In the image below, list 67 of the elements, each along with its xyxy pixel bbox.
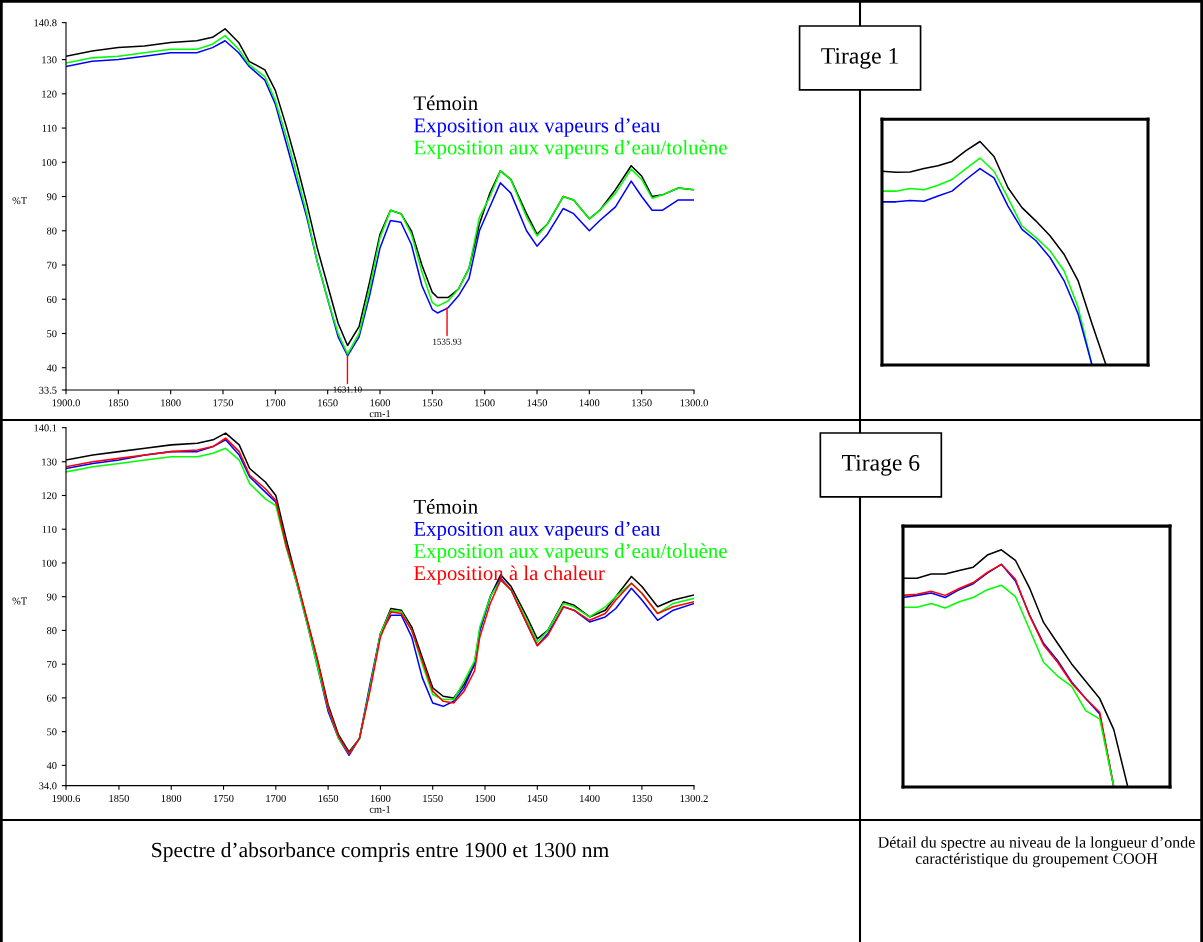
y-axis-title: %T — [12, 197, 27, 205]
y-tick-label: 70 — [47, 660, 57, 668]
y-tick-label: 60 — [47, 295, 57, 303]
y-tick-label: 80 — [46, 627, 57, 635]
y-tick-label: 140.8 — [34, 19, 57, 27]
x-tick-label: 1600 — [370, 794, 391, 802]
x-tick-label: 1350 — [632, 399, 652, 407]
y-tick-label: 100 — [42, 559, 57, 567]
x-tick-label: 1900.6 — [52, 794, 81, 803]
text: Témoin — [413, 95, 478, 111]
x-tick-label: 1700 — [265, 399, 286, 407]
y-tick-label: 33.5 — [39, 386, 57, 394]
annotation: 1631.10 — [333, 386, 362, 393]
x-tick-label: 1450 — [527, 794, 548, 802]
x-tick-label: 1750 — [213, 399, 234, 407]
text: Exposition aux vapeurs d’eau/toluène — [413, 139, 727, 159]
x-tick-label: 1700 — [266, 794, 286, 802]
y-tick-label: 140.1 — [34, 424, 57, 432]
x-tick-label: 1400 — [580, 794, 600, 802]
x-tick-label: 1350 — [632, 794, 652, 802]
x-tick-label: 1450 — [527, 399, 548, 407]
series-label: Exposition à la chaleur — [413, 565, 605, 585]
y-tick-label: 110 — [42, 525, 57, 533]
x-tick-label: 1750 — [214, 794, 234, 802]
y-tick-label: 100 — [42, 158, 57, 167]
x-tick-label: 1300.2 — [680, 794, 708, 803]
x-tick-label: 1500 — [475, 794, 496, 802]
annotation: 1535.93 — [433, 338, 462, 345]
x-tick-label: 1550 — [423, 794, 443, 802]
y-tick-label: 50 — [47, 728, 57, 736]
text: Exposition aux vapeurs d’eau/toluène — [413, 543, 727, 563]
x-axis-title: cm-1 — [369, 805, 391, 813]
x-tick-label: 1650 — [318, 399, 338, 407]
chart-title: Tirage 6 — [842, 454, 920, 476]
y-tick-label: 120 — [42, 90, 57, 98]
x-tick-label: 1550 — [422, 399, 443, 407]
y-tick-label: 40 — [46, 762, 57, 770]
y-tick-label: 130 — [42, 458, 57, 466]
x-axis-title: cm-1 — [369, 410, 391, 418]
x-tick-label: 1650 — [318, 794, 339, 802]
x-tick-label: 1850 — [108, 399, 129, 407]
text: Détail du spectre au niveau de la longueur d’onde caractéristique du groupement COOH — [878, 836, 1195, 868]
text: Témoin — [413, 499, 478, 514]
y-tick-label: 130 — [42, 56, 57, 64]
x-tick-label: 1600 — [370, 399, 391, 407]
x-tick-label: 1800 — [161, 399, 181, 407]
text: Exposition aux vapeurs d’eau — [413, 521, 661, 541]
x-tick-label: 1300.0 — [680, 399, 708, 407]
y-axis-title: %T — [12, 597, 27, 605]
y-tick-label: 34.0 — [39, 782, 57, 790]
y-tick-label: 80 — [46, 227, 57, 235]
y-tick-label: 90 — [46, 193, 57, 201]
y-tick-label: 110 — [42, 124, 57, 132]
y-tick-label: 70 — [47, 261, 57, 269]
x-tick-label: 1800 — [161, 794, 182, 802]
y-tick-label: 50 — [47, 330, 57, 338]
y-tick-label: 40 — [46, 364, 57, 372]
x-tick-label: 1850 — [109, 794, 129, 802]
text: Exposition aux vapeurs d’eau — [413, 117, 661, 137]
y-tick-label: 120 — [42, 492, 57, 500]
y-tick-label: 90 — [46, 593, 57, 601]
text: Spectre d’absorbance compris entre 1900 et 1300 nm — [152, 842, 609, 862]
chart-title: Tirage 1 — [821, 47, 898, 69]
x-tick-label: 1900.0 — [52, 399, 80, 407]
x-tick-label: 1400 — [579, 399, 600, 407]
x-tick-label: 1500 — [475, 399, 495, 407]
y-tick-label: 60 — [47, 694, 57, 702]
